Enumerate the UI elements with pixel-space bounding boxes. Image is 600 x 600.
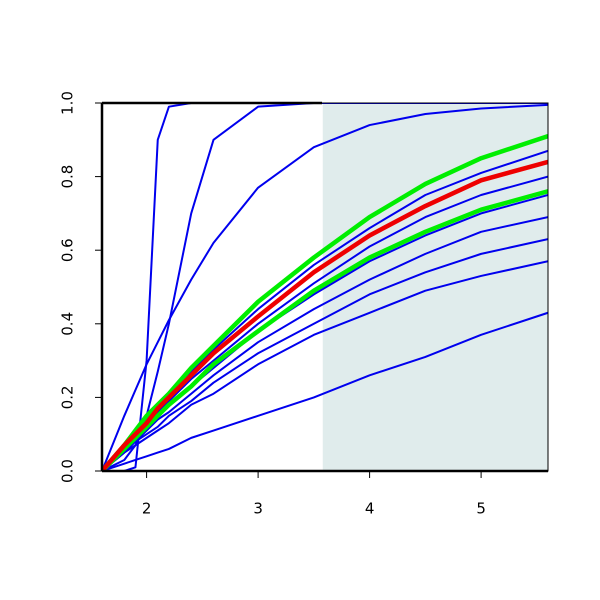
y-tick-label: 0.2 bbox=[59, 385, 77, 409]
y-tick-label: 0.8 bbox=[59, 165, 77, 189]
y-tick-label: 0.6 bbox=[59, 238, 77, 262]
series-line bbox=[102, 189, 548, 471]
y-tick-label: 0.4 bbox=[59, 312, 77, 336]
series-line bbox=[102, 103, 548, 471]
series-line bbox=[102, 311, 548, 471]
series-line bbox=[102, 103, 548, 471]
x-tick-label: 2 bbox=[142, 500, 152, 518]
y-tick-label: 0.0 bbox=[59, 459, 77, 483]
series-line bbox=[102, 260, 548, 471]
x-tick-label: 5 bbox=[476, 500, 486, 518]
x-tick-label: 3 bbox=[253, 500, 263, 518]
series-line bbox=[102, 159, 548, 471]
series-line bbox=[102, 133, 548, 471]
series-line bbox=[102, 238, 548, 471]
y-tick-label: 1.0 bbox=[59, 91, 77, 115]
x-tick-label: 4 bbox=[365, 500, 375, 518]
